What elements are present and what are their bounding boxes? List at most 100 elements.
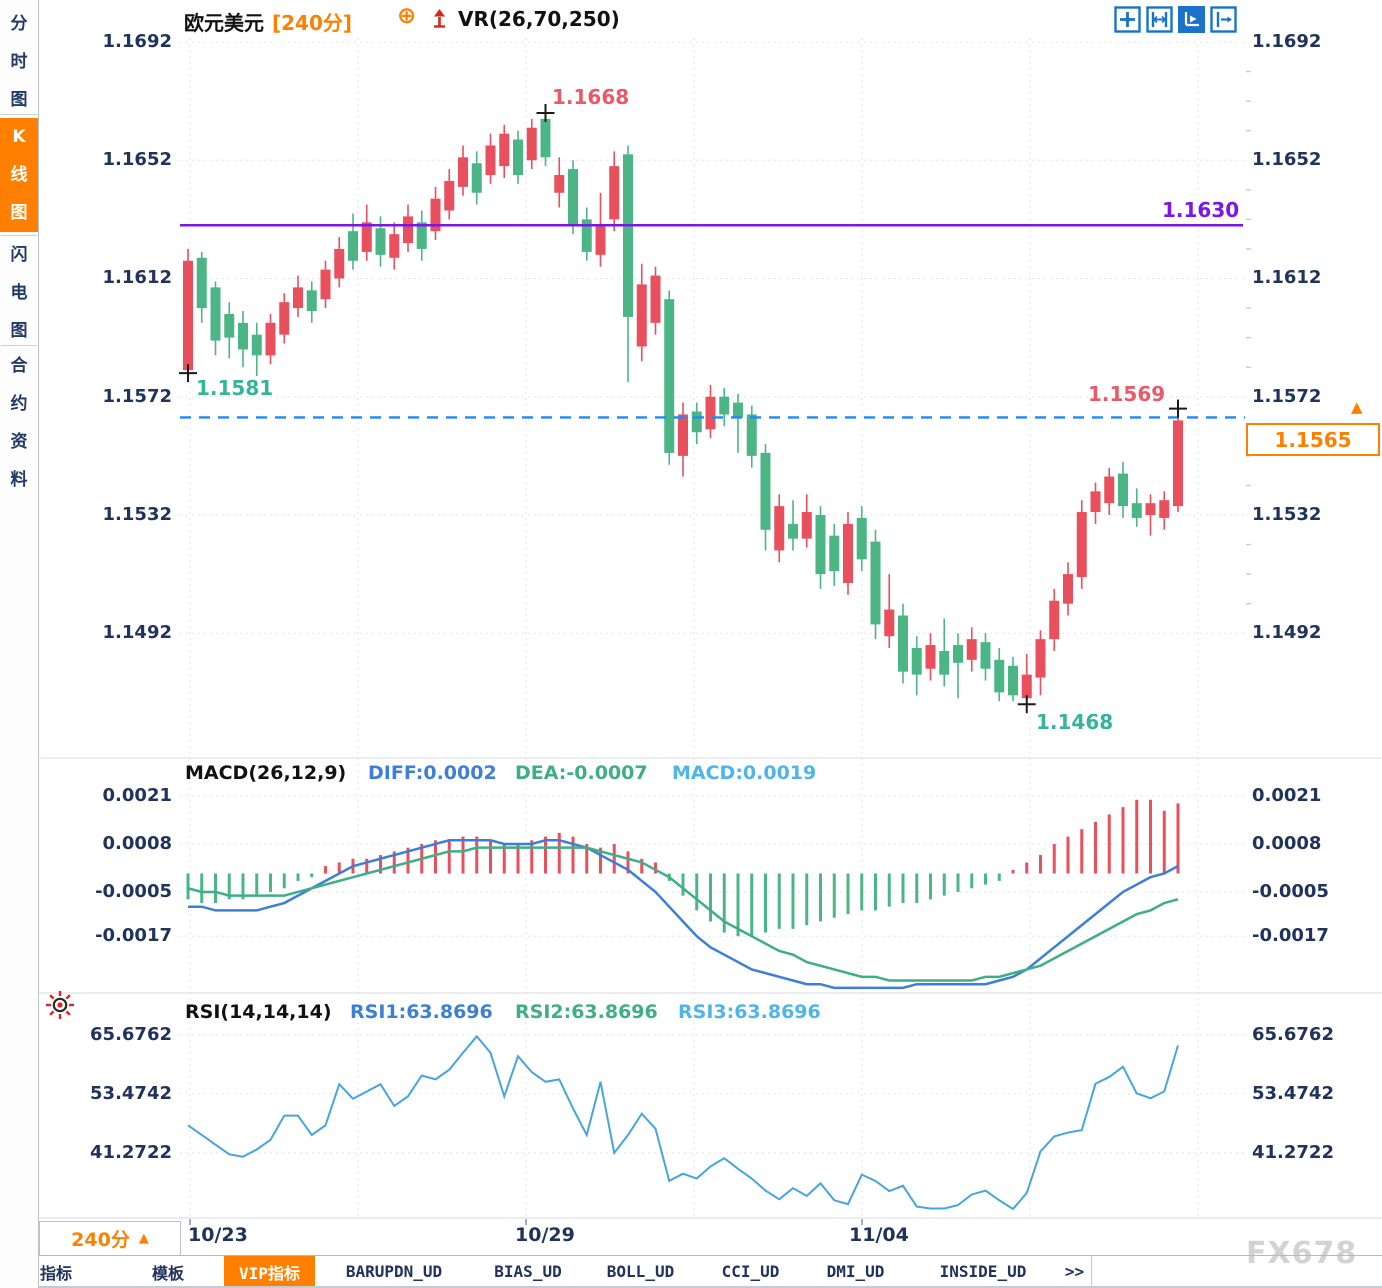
candle-body <box>581 219 592 252</box>
candle-body <box>238 322 248 350</box>
tab->>[interactable]: >> <box>1058 1256 1092 1287</box>
candle-body <box>554 175 565 193</box>
candle-body <box>458 157 468 187</box>
candle-body <box>485 145 496 176</box>
tab-vip-[interactable]: VIP指标 <box>224 1256 316 1287</box>
candle-body <box>1145 503 1156 515</box>
candle-body <box>1131 503 1142 518</box>
candle-body <box>623 154 633 317</box>
candle-body <box>196 257 207 309</box>
add-indicator-icon[interactable]: ⊕ <box>397 3 417 29</box>
macd-dea-line <box>187 846 1179 982</box>
candle-body <box>1021 674 1032 699</box>
sidebar-divider <box>1 235 37 236</box>
candle-body <box>691 411 702 433</box>
sidebar-item-1[interactable]: 分时图 <box>0 6 38 112</box>
macd-title: MACD(26,12,9) <box>185 762 347 784</box>
candle-body <box>444 180 455 211</box>
candle-body <box>183 260 193 371</box>
tab-barupdn_ud[interactable]: BARUPDN_UD <box>315 1256 474 1287</box>
current-price-badge: 1.1565 <box>1246 423 1380 456</box>
tab-inside_ud[interactable]: INSIDE_UD <box>908 1256 1059 1287</box>
tab-bias_ud[interactable]: BIAS_UD <box>473 1256 584 1287</box>
candle-body <box>829 535 840 572</box>
candle-body <box>953 645 963 663</box>
tab-dmi_ud[interactable]: DMI_UD <box>803 1256 909 1287</box>
sidebar-item-char: 合 <box>10 355 28 376</box>
candle-body <box>279 302 290 335</box>
candle-body <box>1035 639 1046 678</box>
axis-range-tool-button[interactable] <box>1146 6 1173 33</box>
tab-boll_ud[interactable]: BOLL_UD <box>583 1256 699 1287</box>
candle-body <box>306 290 317 312</box>
sidebar-item-char: 图 <box>10 320 28 341</box>
interval-label: [240分] <box>272 11 353 35</box>
sidebar-item-char: 料 <box>10 469 28 490</box>
candle-body <box>774 506 785 551</box>
candle-body <box>801 512 812 539</box>
tabbar-top-border <box>0 1255 1382 1256</box>
axis-play-tool-button-active[interactable] <box>1178 6 1205 33</box>
candle-body <box>870 541 881 625</box>
target-icon[interactable] <box>44 989 76 1021</box>
price-pointer-triangle-icon: ▲ <box>1351 398 1363 416</box>
candle-body <box>416 222 427 249</box>
candle-body <box>898 615 908 672</box>
pan-exit-tool-button[interactable] <box>1210 6 1237 33</box>
price-chart-canvas[interactable] <box>0 0 1382 1255</box>
candle-body <box>293 287 303 309</box>
candle-body <box>966 639 977 660</box>
candle-body <box>719 396 730 415</box>
up-arrow-icon <box>434 9 445 28</box>
sidebar-item-char: 时 <box>10 51 28 72</box>
sidebar-item-char: 闪 <box>10 244 28 265</box>
sidebar-item-char: 线 <box>10 165 28 185</box>
candle-body <box>746 414 757 456</box>
candle-body <box>678 414 688 456</box>
candle-body <box>375 228 386 255</box>
candle-body <box>251 334 262 356</box>
tab-cci_ud[interactable]: CCI_UD <box>698 1256 804 1287</box>
candle-body <box>334 248 345 279</box>
candle-body <box>265 322 276 356</box>
sidebar-divider <box>1 114 37 115</box>
candle-body <box>994 659 1005 693</box>
candle-body <box>540 118 551 158</box>
macd-diff-line <box>188 839 1179 990</box>
candle-body <box>815 514 826 575</box>
sidebar-item-char: 电 <box>10 282 28 303</box>
sidebar-divider <box>1 345 37 346</box>
candle-body <box>1159 500 1170 518</box>
rsi-title: RSI(14,14,14) <box>185 1001 332 1023</box>
candle-body <box>788 523 798 539</box>
sidebar-item-char: 资 <box>10 431 28 452</box>
candle-body <box>843 523 853 583</box>
candle-body <box>650 275 661 323</box>
candle-body <box>1076 512 1087 578</box>
sidebar-item-3[interactable]: 闪电图 <box>0 238 38 342</box>
candle-body <box>320 269 331 300</box>
candle-body <box>925 645 936 669</box>
window-bottom-edge <box>0 1286 1382 1288</box>
candle-body <box>636 284 647 347</box>
macd-macd-value: MACD:0.0019 <box>672 762 817 784</box>
candle-body <box>526 127 537 161</box>
candle-body <box>595 225 606 255</box>
candle-body <box>664 299 675 453</box>
sidebar-item-4[interactable]: 合约资料 <box>0 348 38 492</box>
candle-body <box>884 609 895 637</box>
sidebar-item-char: 分 <box>10 13 28 34</box>
candle-body <box>513 139 523 176</box>
candle-body <box>609 166 620 220</box>
macd-diff-value: DIFF:0.0002 <box>368 762 497 784</box>
candle-body <box>348 231 358 261</box>
rsi2-value: RSI2:63.8696 <box>515 1001 658 1023</box>
candle-body <box>1090 491 1101 513</box>
crosshair-tool-button[interactable] <box>1114 6 1141 33</box>
candle-body <box>1049 600 1060 640</box>
tab--[interactable]: 模板 <box>112 1256 225 1287</box>
timeframe-selector[interactable]: 240分 ▲ <box>39 1221 181 1256</box>
watermark: FX678 <box>1246 1236 1358 1271</box>
candle-body <box>210 287 221 341</box>
